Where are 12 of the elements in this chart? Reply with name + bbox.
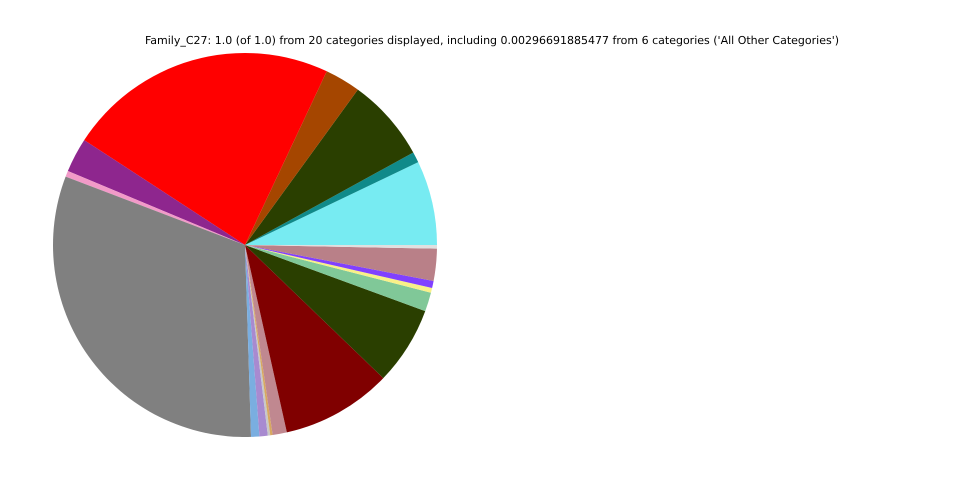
pie-slice <box>84 53 327 245</box>
pie-slice <box>66 170 245 245</box>
pie-slice <box>245 245 287 435</box>
pie-slice <box>245 245 384 432</box>
text: Family_C27: 1.0 (of 1.0) from 20 categories displayed, including 0.00296691885477 from 6 categories ('All Other Categories') <box>144 34 840 47</box>
pie-slice <box>245 152 418 245</box>
pie-slice <box>68 140 245 245</box>
pie-slice <box>245 245 431 312</box>
pie-slice <box>245 71 358 245</box>
pie-slice <box>245 162 437 245</box>
pie-slice <box>245 245 437 281</box>
pie-slice <box>53 176 252 437</box>
